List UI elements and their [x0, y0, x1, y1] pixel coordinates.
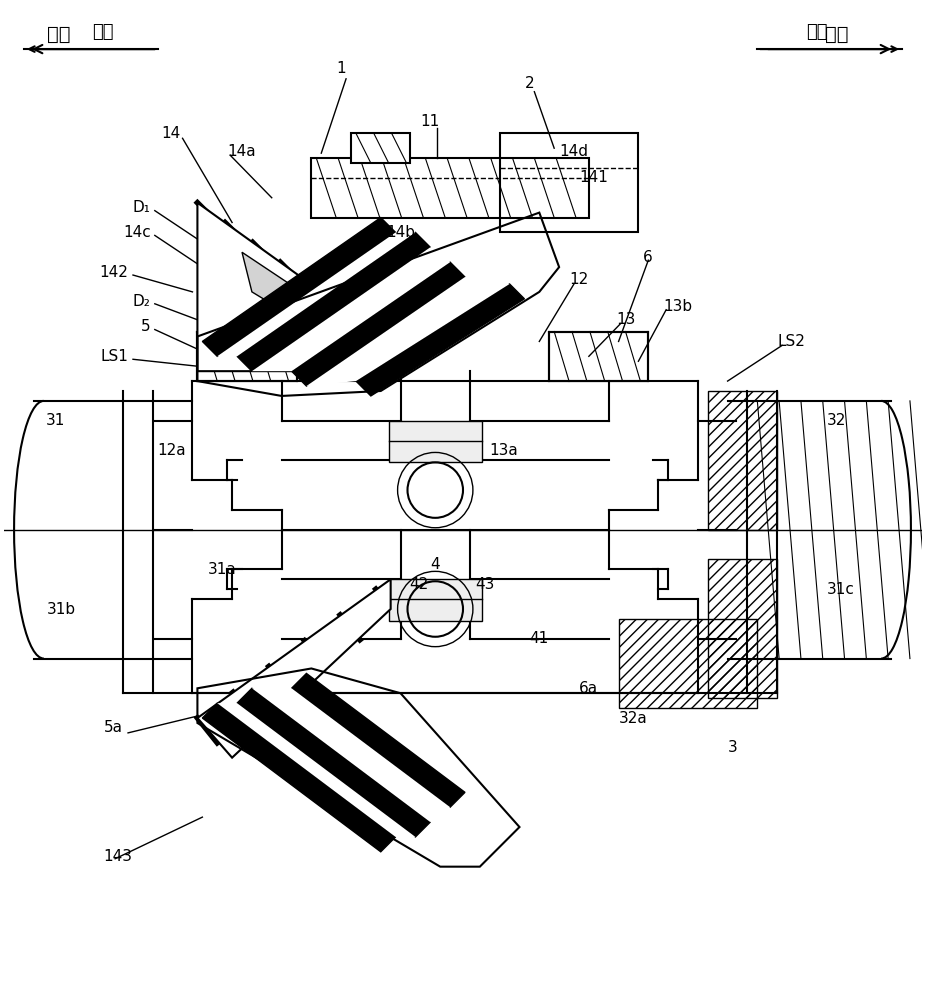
Text: 143: 143	[104, 849, 132, 864]
Text: 31: 31	[45, 413, 65, 428]
Text: 前側: 前側	[93, 23, 114, 41]
Text: 13b: 13b	[663, 299, 693, 314]
Text: 5a: 5a	[104, 720, 123, 735]
Text: 31b: 31b	[47, 602, 76, 617]
Bar	[351, 133, 410, 163]
Text: 41: 41	[530, 631, 549, 646]
Text: 2: 2	[525, 76, 534, 91]
Text: 后側: 后側	[825, 25, 848, 44]
Bar	[549, 332, 648, 381]
Text: 14a: 14a	[227, 144, 256, 159]
Text: 1: 1	[336, 61, 346, 76]
Text: 14b: 14b	[386, 225, 415, 240]
Text: 12: 12	[569, 272, 588, 287]
Text: 43: 43	[475, 577, 494, 592]
Bar	[619, 619, 757, 708]
Text: D₁: D₁	[133, 200, 151, 215]
Bar	[707, 559, 777, 698]
Text: LS2: LS2	[777, 334, 805, 349]
Text: 14c: 14c	[123, 225, 151, 240]
Text: 前側: 前側	[47, 25, 70, 44]
Text: 6a: 6a	[579, 681, 598, 696]
Text: 14: 14	[161, 126, 181, 141]
Text: 141: 141	[579, 170, 607, 185]
Text: 13a: 13a	[490, 443, 519, 458]
Bar	[197, 332, 296, 381]
Text: 11: 11	[420, 114, 440, 129]
Polygon shape	[218, 232, 416, 356]
Text: 142: 142	[99, 265, 128, 280]
Polygon shape	[252, 247, 450, 371]
Polygon shape	[203, 703, 395, 852]
Bar	[389, 579, 482, 621]
Text: 13: 13	[617, 312, 636, 327]
Text: 31c: 31c	[827, 582, 855, 597]
Polygon shape	[237, 688, 431, 837]
Polygon shape	[242, 252, 391, 376]
Text: 31a: 31a	[207, 562, 236, 577]
Polygon shape	[237, 232, 431, 371]
Polygon shape	[292, 262, 465, 386]
Bar	[500, 133, 638, 232]
Text: 12a: 12a	[157, 443, 186, 458]
Polygon shape	[252, 688, 450, 822]
Polygon shape	[197, 203, 391, 371]
Bar	[389, 421, 482, 462]
Polygon shape	[197, 579, 391, 758]
Text: 32a: 32a	[619, 711, 647, 726]
Bar	[707, 391, 777, 530]
Polygon shape	[356, 284, 524, 396]
Polygon shape	[203, 218, 395, 356]
Text: 42: 42	[409, 577, 429, 592]
Polygon shape	[218, 703, 416, 837]
Text: 6: 6	[644, 250, 653, 265]
Bar	[311, 158, 589, 218]
Polygon shape	[292, 673, 465, 807]
Text: LS1: LS1	[100, 349, 128, 364]
Text: 32: 32	[827, 413, 846, 428]
Text: D₂: D₂	[133, 294, 151, 309]
Polygon shape	[307, 277, 509, 386]
Text: 14d: 14d	[559, 144, 588, 159]
Text: 3: 3	[728, 740, 737, 755]
Text: 4: 4	[431, 557, 440, 572]
Text: 5: 5	[141, 319, 151, 334]
Text: 后側: 后側	[806, 23, 828, 41]
